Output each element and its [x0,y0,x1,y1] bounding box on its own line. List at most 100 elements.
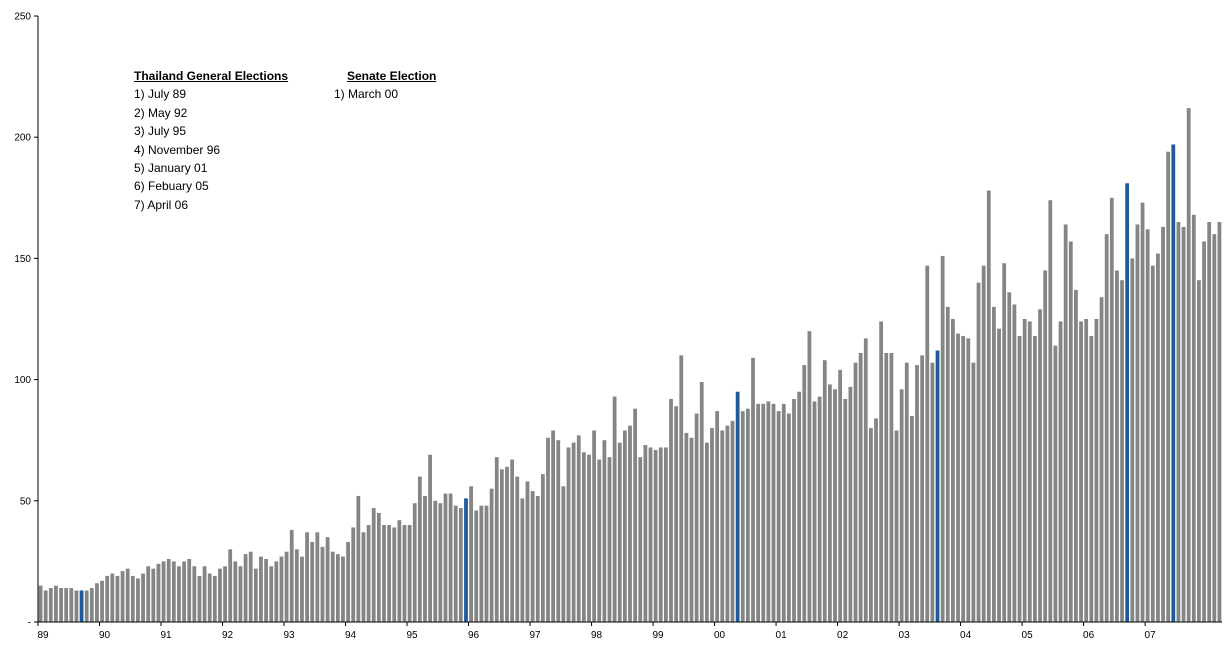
bar [100,580,104,622]
bar [259,556,263,622]
bar [540,474,545,622]
bar [915,365,919,622]
bar [479,505,484,622]
general-election-item: 1) July 89 [134,87,187,102]
bar [525,481,530,622]
bar [535,495,540,622]
bar [243,554,248,622]
x-tick-label: 01 [776,630,788,641]
bar [1002,263,1007,622]
bar [407,525,412,622]
bar [910,415,914,622]
bar [961,335,966,622]
bar [1212,234,1217,622]
bar [971,362,976,622]
bar [730,420,735,622]
x-tick-label: 93 [283,630,295,641]
bar [484,505,489,622]
bar [894,430,899,622]
bar [848,386,853,622]
bar [1161,226,1165,622]
bar [1104,234,1109,622]
bar [674,406,679,622]
bar [428,454,432,622]
bar [633,408,638,622]
bar [884,352,889,622]
bar [838,369,843,622]
bar [1068,241,1073,622]
bar [1079,321,1083,622]
bar [43,590,48,622]
bar [125,568,130,622]
bar [110,573,115,622]
bar [863,338,868,622]
bar [264,558,268,622]
bar [720,430,725,622]
bar [653,449,658,622]
bar [592,430,597,622]
bar [197,575,202,622]
bar [248,551,253,622]
bar [69,588,74,622]
bar [694,413,699,622]
bar [341,556,345,622]
bar [505,466,509,622]
election-bar [935,350,940,622]
bar [776,411,781,622]
bar [412,503,417,622]
bar [397,520,402,622]
x-tick-label: 04 [960,630,972,641]
x-tick-label: 99 [652,630,664,641]
bar [433,500,438,622]
bar [207,573,212,622]
bar [792,398,796,622]
bar [89,588,94,622]
bars-group [38,108,1222,623]
bar [617,442,622,622]
bar [628,425,632,622]
bar [1135,224,1140,622]
bar [120,571,125,622]
bar [474,510,479,622]
general-election-item: 5) January 01 [134,161,208,176]
x-tick-label: 90 [99,630,111,641]
x-tick-label: 05 [1022,630,1034,641]
bar [1156,253,1160,623]
bar [1094,319,1099,622]
bar [715,411,720,622]
bar [1191,214,1196,622]
bar [853,362,858,622]
bar [238,566,243,622]
bar [1207,222,1212,623]
bar [797,391,802,622]
bar [976,282,981,622]
bar [1048,200,1053,622]
y-tick-label: - [28,618,31,629]
bar [423,495,427,622]
bar [725,425,730,622]
bar [54,585,58,622]
bar [218,568,222,622]
x-tick-label: 94 [345,630,357,641]
bar [612,396,617,622]
election-bar [1125,183,1130,622]
bar [64,588,69,622]
bar [751,357,755,622]
bar [704,442,709,622]
bar [899,389,904,622]
election-bar [464,498,468,622]
bar [1027,321,1032,622]
bar [581,452,586,622]
x-tick-label: 06 [1083,630,1095,641]
bar [843,398,848,622]
bar [59,588,63,622]
bar [648,447,653,622]
bar [233,561,238,622]
bar [84,590,89,622]
bar [417,476,422,622]
bar [520,498,525,622]
bar [669,398,673,622]
bar [48,588,53,622]
bar [402,525,407,622]
bar [156,563,161,622]
